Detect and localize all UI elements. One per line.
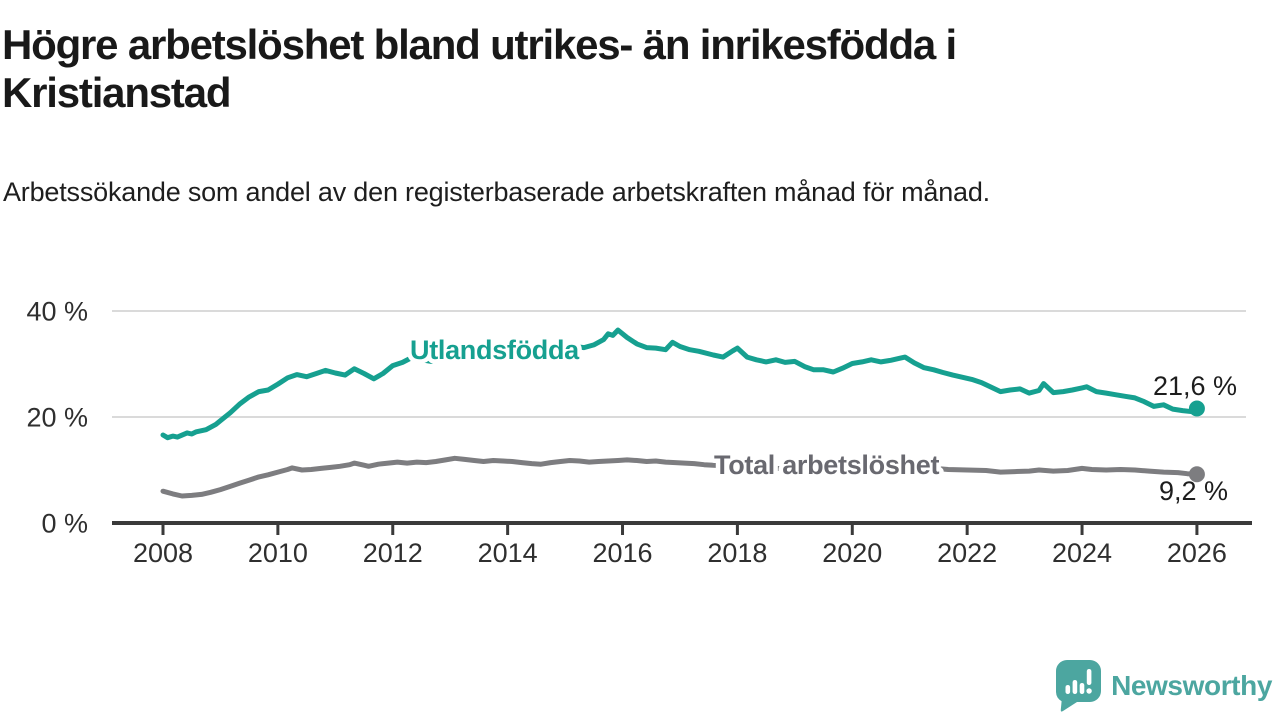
series-line-utlandsfodda <box>160 327 1200 441</box>
end-value-label-total: 9,2 % <box>1159 476 1228 506</box>
exclamation-dot-glyph <box>1086 688 1092 694</box>
bar-glyph-short <box>1065 685 1071 694</box>
x-axis-label: 2024 <box>1052 538 1112 568</box>
page-title: Högre arbetslöshet bland utrikes- än inr… <box>2 21 957 117</box>
speech-bubble-shape <box>1056 660 1102 712</box>
y-axis-label: 40 % <box>26 297 88 327</box>
x-axis-label: 2016 <box>592 538 652 568</box>
series-label-utlandsfodda: Utlandsfödda <box>410 335 580 365</box>
y-axis-label: 0 % <box>41 509 88 539</box>
chart-subtitle: Arbetssökande som andel av den registerb… <box>3 177 990 207</box>
series-end-dot-utlandsfodda <box>1188 400 1205 417</box>
newsworthy-logo-icon <box>1056 660 1102 712</box>
x-axis-label: 2014 <box>478 538 538 568</box>
x-axis-label: 2022 <box>937 538 997 568</box>
series-label-total: Total arbetslöshet <box>714 450 939 480</box>
series-line-total <box>160 455 1200 499</box>
newsworthy-logo-text: Newsworthy <box>1111 669 1272 701</box>
newsworthy-branding: Newsworthy <box>1055 659 1272 712</box>
x-axis-label: 2018 <box>707 538 767 568</box>
end-value-label-utlandsfodda: 21,6 % <box>1153 371 1237 401</box>
bar-glyph-medium <box>1079 683 1085 694</box>
bar-glyph-tall <box>1072 680 1078 694</box>
x-axis-label: 2012 <box>363 538 423 568</box>
series-end-dot-total <box>1188 466 1205 483</box>
x-axis-label: 2010 <box>248 538 308 568</box>
y-axis-label: 20 % <box>26 403 88 433</box>
x-axis-label: 2008 <box>133 538 193 568</box>
exclamation-bar-glyph <box>1086 669 1092 685</box>
x-axis-label: 2026 <box>1167 538 1227 568</box>
x-axis-label: 2020 <box>822 538 882 568</box>
